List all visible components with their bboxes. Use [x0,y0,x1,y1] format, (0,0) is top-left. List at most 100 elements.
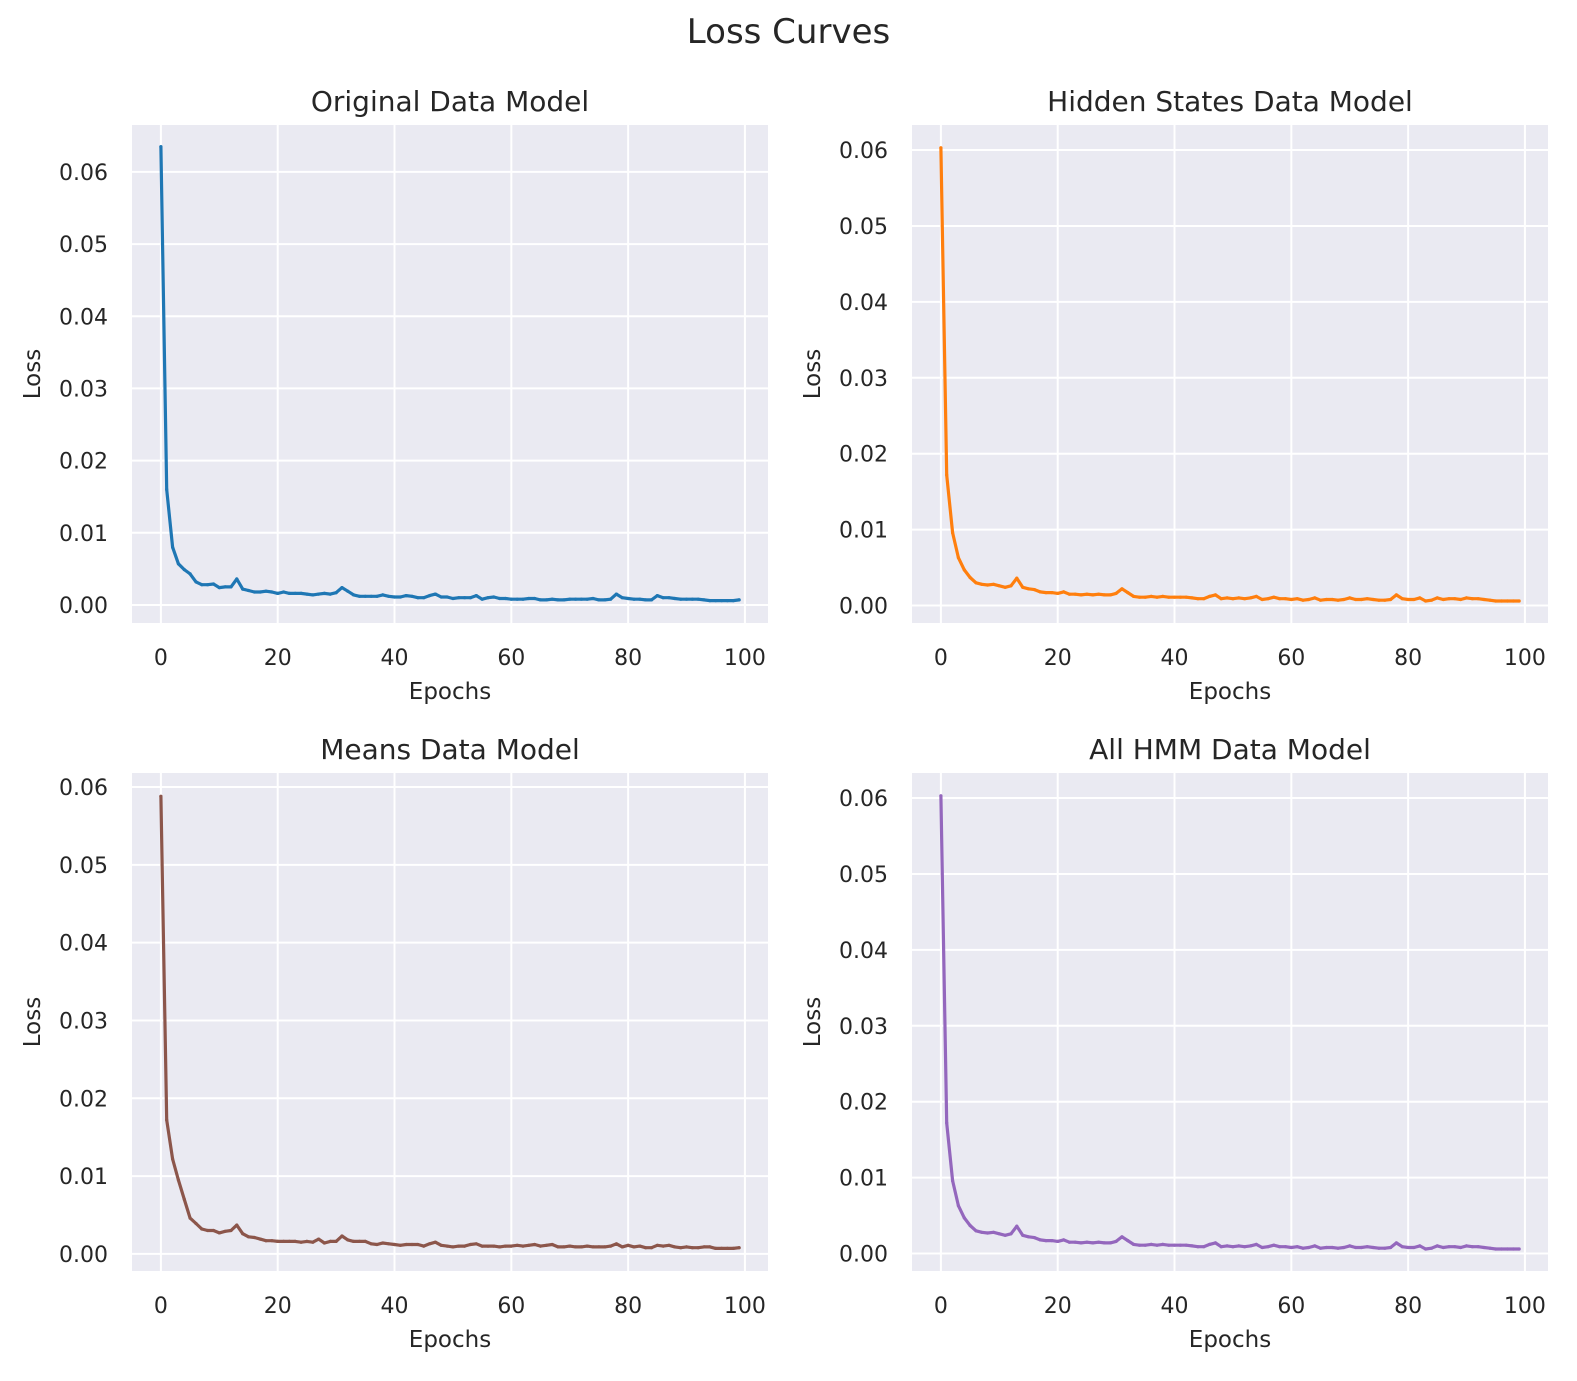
data-point [387,594,391,598]
data-point [1313,1244,1317,1248]
y-tick-label: 0.02 [59,1087,108,1112]
data-point [696,1246,700,1250]
data-point [667,1243,671,1247]
data-point [997,1232,1001,1236]
data-point [1459,597,1463,602]
data-point [962,568,966,572]
y-tick-label: 0.03 [839,367,888,392]
x-tick-label: 80 [614,1294,642,1319]
data-point [1149,1242,1153,1246]
data-point [1208,1242,1212,1246]
data-point [474,1242,478,1246]
data-point [305,1239,309,1243]
y-tick-label: 0.05 [59,854,108,879]
data-point [562,598,566,602]
data-point [1097,1240,1101,1244]
data-point [939,794,943,798]
data-point [474,594,478,598]
data-point [422,1244,426,1248]
x-tick-label: 40 [381,1294,409,1319]
data-point [661,1244,665,1248]
data-point [258,1237,262,1241]
data-point [1313,596,1317,600]
data-point [655,594,659,598]
data-point [649,598,654,602]
data-point [1062,1238,1066,1242]
data-point [585,597,589,601]
data-point [246,1235,251,1239]
data-point [673,596,677,601]
subplot-1: 0 20 40 60 80 100 0.00 0.01 0.02 0.03 0.04 0.05 0.06… [20,85,768,705]
data-point [1324,597,1328,602]
data-point [614,592,619,596]
data-point [194,1221,198,1226]
data-point [1243,1245,1247,1249]
data-point [1511,599,1515,603]
data-point [357,594,362,598]
data-point [544,598,549,602]
data-point [1231,597,1235,601]
data-point [1225,1244,1229,1248]
data-point [457,1244,461,1248]
subplot-2: 0 20 40 60 80 100 0.00 0.01 0.02 0.03 0.04 0.05 0.06… [800,85,1548,705]
data-point [241,1232,245,1236]
data-point [1102,1241,1106,1245]
data-point [1026,587,1031,591]
data-point [1377,1246,1381,1250]
data-point [404,1242,408,1247]
x-axis-label: Epochs [1189,679,1271,705]
data-point [1260,1245,1264,1250]
data-point [986,1231,990,1235]
axes-background [132,773,768,1271]
data-point [328,1239,332,1243]
y-tick-label: 0.04 [839,939,888,964]
data-point [684,597,689,601]
data-point [176,1178,180,1182]
data-point [1044,1239,1048,1243]
data-point [1009,584,1013,588]
data-point [1108,1241,1112,1245]
data-point [1324,1245,1328,1250]
y-tick-label: 0.01 [839,1167,888,1192]
data-point [603,1245,607,1249]
data-point [381,593,385,597]
y-tick-label: 0.04 [59,305,108,330]
data-point [591,1245,595,1249]
data-point [638,597,642,601]
y-tick-label: 0.06 [839,139,888,164]
data-point [182,1197,186,1201]
data-point [1126,1239,1130,1243]
data-point [1219,597,1223,601]
x-axis-label: Epochs [409,1327,491,1353]
x-tick-label: 20 [264,646,292,671]
loss-line [939,794,1521,1251]
data-point [690,1246,695,1250]
data-point [1336,1246,1340,1250]
data-point [357,1239,362,1243]
data-point [1383,1246,1387,1250]
data-point [1213,593,1217,597]
y-tick-label: 0.06 [839,787,888,812]
data-point [1073,1240,1077,1244]
axes-background [912,125,1548,623]
data-point [632,597,636,601]
data-point [404,594,408,598]
data-point [956,1204,961,1208]
data-point [235,1223,239,1227]
data-point [1067,592,1071,596]
data-point [1394,1241,1398,1245]
x-tick-label: 100 [724,1294,766,1319]
data-point [1429,1246,1434,1250]
data-point [1453,1245,1457,1249]
data-point [673,1245,677,1249]
data-point [1091,593,1095,597]
data-point [340,586,344,590]
data-point [1178,1243,1182,1247]
data-point [410,1242,414,1247]
y-tick-label: 0.06 [59,161,108,186]
data-point [731,599,735,603]
data-point [293,1239,297,1243]
data-point [392,1242,397,1247]
data-point [737,598,741,602]
subplot-3: 0 20 40 60 80 100 0.00 0.01 0.02 0.03 0.04 0.05 0.06… [20,733,768,1353]
